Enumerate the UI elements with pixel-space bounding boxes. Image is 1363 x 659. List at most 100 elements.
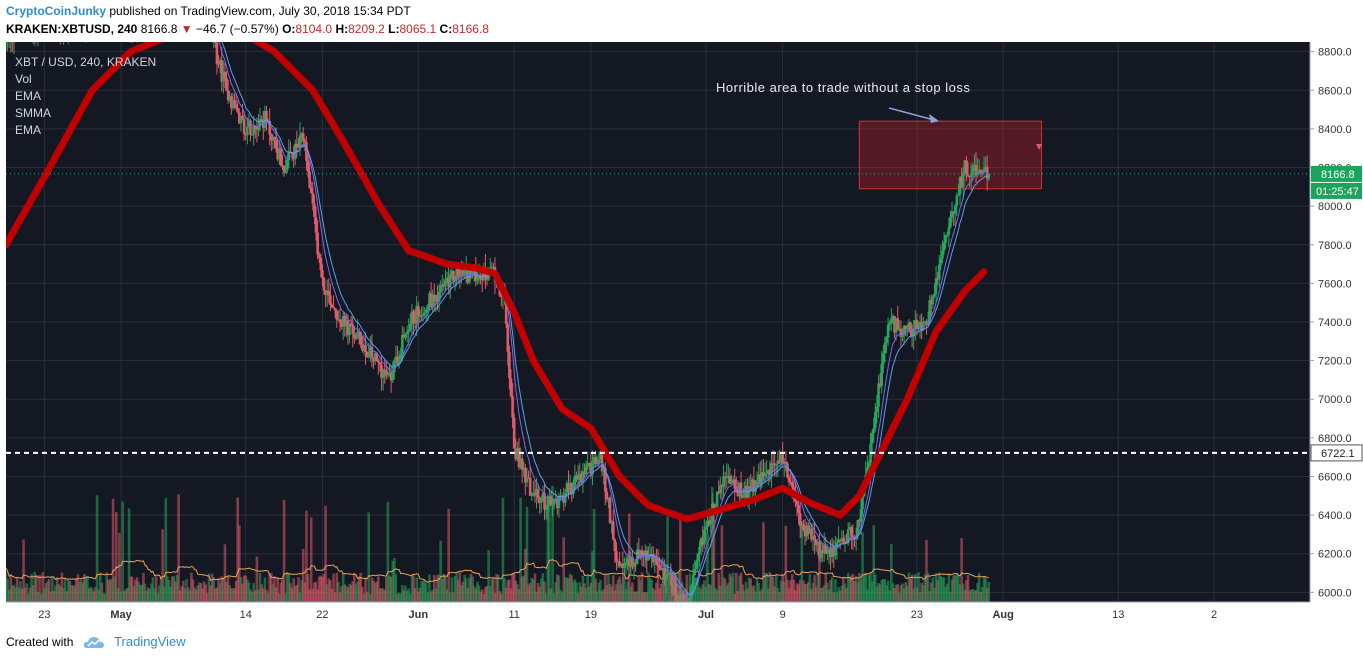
volume-bar: [333, 592, 337, 602]
volume-bar: [111, 498, 115, 602]
volume-bar: [114, 512, 118, 602]
candle-body: [351, 325, 355, 335]
volume-bar: [603, 574, 607, 602]
legend-vol[interactable]: Vol: [15, 72, 32, 86]
volume-bar: [372, 580, 375, 602]
candle-body: [453, 279, 457, 282]
volume-bar: [44, 583, 48, 602]
candle-body: [533, 493, 537, 496]
candle-body: [874, 411, 877, 429]
volume-bar: [439, 540, 442, 602]
volume-bar: [268, 573, 271, 602]
volume-bar: [885, 585, 888, 602]
candle-body: [921, 321, 925, 330]
candle-body: [926, 320, 930, 325]
volume-bar: [680, 581, 684, 602]
candle-body: [725, 476, 729, 478]
candle-body: [378, 362, 382, 365]
volume-bar: [958, 584, 962, 602]
volume-bar: [222, 577, 225, 602]
close-label: C:: [439, 22, 453, 36]
volume-bar: [277, 593, 281, 602]
candle-body: [380, 364, 383, 378]
chart-area[interactable]: Horrible area to trade without a stop lo…: [2, 0, 1363, 624]
volume-bar: [661, 581, 665, 602]
volume-bar: [707, 583, 711, 602]
volume-bar: [822, 585, 826, 602]
candle-body: [742, 488, 746, 498]
volume-bar: [798, 579, 802, 602]
volume-bar: [415, 577, 418, 602]
candle-body: [894, 318, 898, 333]
candle-body: [898, 328, 901, 331]
candle-body: [372, 357, 375, 362]
candle-body: [268, 121, 271, 135]
candle-body: [977, 170, 981, 172]
volume-bar: [501, 497, 505, 602]
volume-bar: [816, 572, 820, 602]
candle-body: [958, 176, 962, 195]
volume-bar: [742, 590, 746, 602]
candle-body: [949, 216, 952, 228]
legend-symbol: XBT / USD, 240, KRAKEN: [15, 55, 157, 69]
candle-body: [912, 328, 915, 337]
candle-body: [727, 475, 730, 477]
volume-bar: [396, 593, 399, 602]
candle-body: [659, 568, 663, 571]
volume-bar: [629, 586, 633, 602]
price-chart[interactable]: Horrible area to trade without a stop lo…: [2, 0, 1363, 624]
candle-body: [514, 448, 518, 460]
candle-body: [698, 546, 701, 554]
candle-body: [423, 312, 426, 315]
candle-body: [835, 542, 839, 547]
time-axis-labels: 23 May 14 22 Jun 11 19 Jul 9 23 Aug 13 2: [38, 609, 1217, 621]
volume-bar: [968, 590, 971, 602]
volume-bar: [20, 588, 24, 602]
volume-bar: [105, 572, 108, 602]
volume-bar: [904, 582, 907, 602]
legend-ema-2[interactable]: EMA: [15, 123, 42, 137]
candle-body: [385, 370, 388, 376]
volume-bar: [140, 584, 144, 602]
candle-body: [766, 469, 770, 474]
volume-bar: [755, 578, 759, 602]
volume-bar: [864, 572, 868, 602]
volume-bar: [766, 588, 770, 602]
candle-body: [335, 310, 339, 320]
volume-bar: [148, 589, 152, 602]
volume-bar: [826, 582, 829, 602]
candle-body: [735, 488, 738, 493]
volume-bar: [81, 582, 85, 602]
candle-body: [265, 110, 268, 122]
candle-body: [535, 489, 538, 496]
volume-bar: [17, 587, 21, 602]
candle-body: [329, 295, 332, 306]
candle-body: [244, 133, 248, 136]
volume-bar: [572, 581, 575, 602]
candle-body: [776, 460, 780, 465]
volume-bar: [445, 589, 449, 602]
volume-bar: [957, 575, 960, 602]
volume-bar: [297, 577, 300, 602]
volume-bar: [153, 588, 156, 602]
volume-bar: [151, 577, 155, 602]
candle-body: [536, 489, 540, 499]
tradingview-link[interactable]: TradingView: [114, 634, 186, 649]
volume-bar: [760, 588, 764, 602]
author-name[interactable]: CryptoCoinJunky: [6, 4, 107, 18]
volume-bar: [667, 579, 671, 602]
candle-body: [770, 463, 773, 475]
time-tick-label: 13: [1112, 609, 1124, 621]
candle-body: [509, 378, 513, 397]
legend-ema-1[interactable]: EMA: [15, 89, 42, 103]
candle-body: [337, 319, 340, 321]
volume-bar: [324, 505, 327, 602]
volume-bar: [976, 582, 979, 602]
volume-bar: [784, 525, 788, 602]
candle-body: [758, 474, 762, 484]
volume-bar: [290, 587, 294, 602]
last-price-badge-label: 8166.8: [1321, 169, 1355, 181]
volume-bar: [271, 584, 275, 602]
legend-smma[interactable]: SMMA: [15, 106, 51, 120]
volume-bar: [474, 588, 478, 602]
